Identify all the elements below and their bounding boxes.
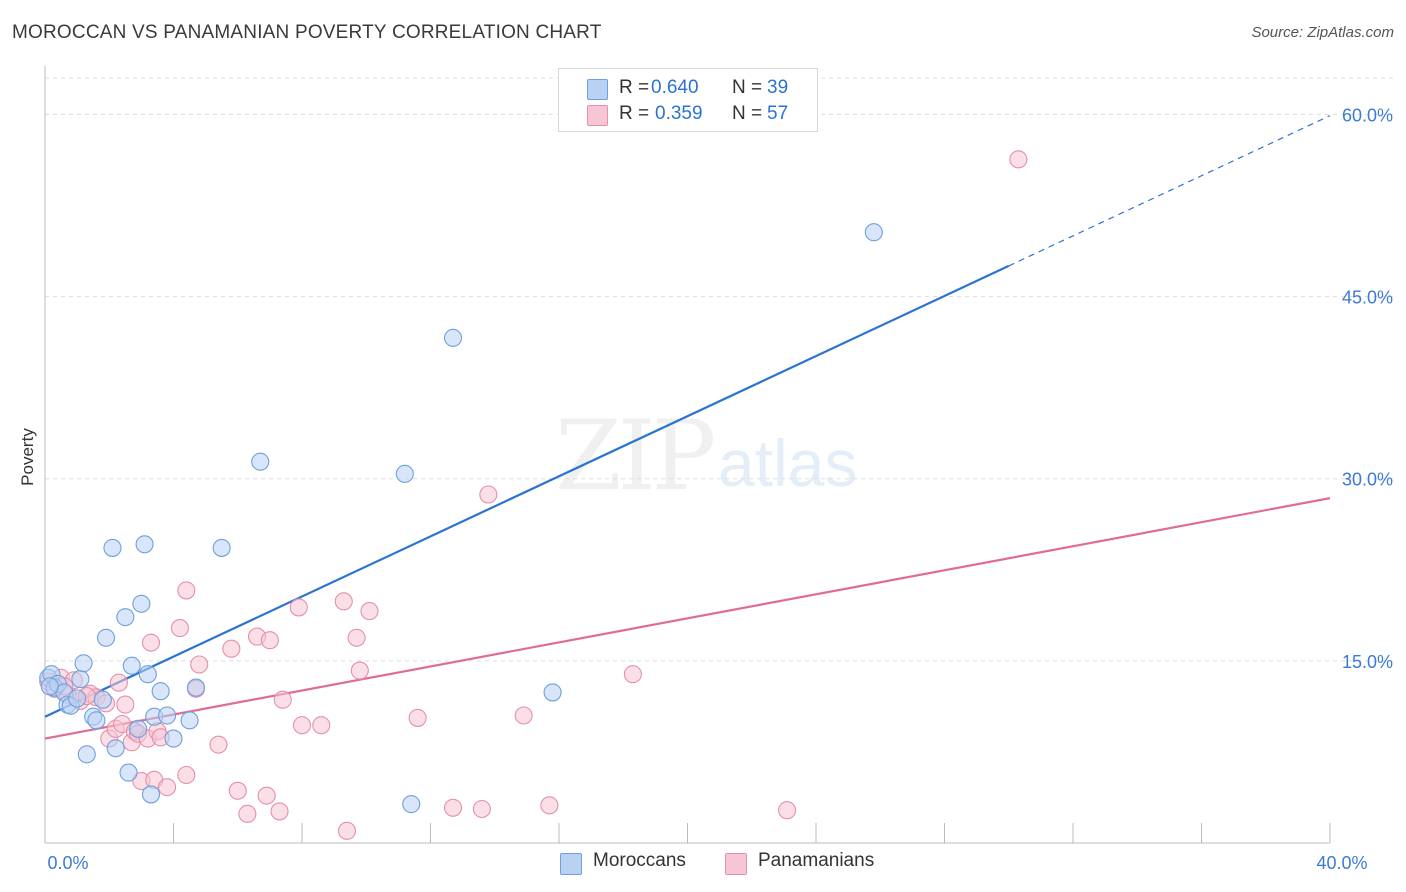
source-label: Source: ZipAtlas.com — [1251, 24, 1394, 41]
legend-r-value: 0.640 — [651, 77, 699, 98]
panamanian-point — [347, 628, 366, 647]
moroccan-point — [116, 608, 135, 627]
panamanian-point — [312, 716, 331, 735]
moroccan-point — [106, 739, 125, 758]
trend-lines — [44, 115, 1331, 740]
moroccan-point — [543, 683, 562, 702]
moroccan-point — [138, 665, 157, 684]
moroccan-point — [151, 682, 170, 701]
moroccan-point — [129, 719, 148, 738]
panamanian-point — [109, 673, 128, 692]
panamanian-point — [360, 602, 379, 621]
legend-n-label: N = — [732, 103, 763, 124]
legend-n-label: N = — [732, 77, 763, 98]
panamanian-point — [228, 781, 247, 800]
panamanians-trend-line — [44, 497, 1331, 740]
panamanian-point — [778, 801, 797, 820]
moroccan-point — [77, 745, 96, 764]
panamanian-point — [190, 655, 209, 674]
moroccan-point — [71, 670, 90, 689]
panamanian-point — [141, 633, 161, 652]
panamanian-point — [260, 631, 279, 650]
x-tick-label: 40.0% — [1316, 853, 1367, 873]
panamanian-point — [479, 485, 498, 504]
panamanian-point — [514, 706, 533, 725]
y-axis-label: Poverty — [18, 428, 37, 486]
panamanian-point — [209, 735, 228, 754]
moroccans-label: Moroccans — [593, 850, 686, 871]
moroccan-point — [93, 690, 112, 709]
panamanian-point — [472, 799, 491, 819]
legend-r-label: R = — [619, 103, 650, 124]
moroccan-point — [158, 706, 177, 725]
moroccan-point — [135, 535, 154, 554]
moroccan-point — [186, 678, 206, 697]
panamanian-point — [270, 802, 289, 821]
legend-n-value: 39 — [767, 77, 789, 98]
legend-r-value: 0.359 — [655, 103, 703, 124]
moroccan-point — [68, 689, 87, 708]
moroccan-point — [443, 328, 463, 347]
gridlines — [45, 77, 1393, 662]
watermark-zip: ZIP — [555, 400, 716, 512]
moroccan-point — [864, 223, 883, 242]
panamanian-point — [292, 716, 312, 735]
moroccan-point — [180, 711, 199, 730]
moroccan-point — [40, 677, 59, 696]
panamanians-label: Panamanians — [758, 850, 875, 871]
panamanian-point — [623, 665, 642, 684]
moroccan-point — [251, 452, 270, 471]
data-points — [39, 150, 1028, 840]
moroccan-point — [395, 464, 414, 483]
panamanian-point — [540, 796, 559, 815]
moroccan-point — [87, 711, 106, 730]
panamanian-point — [443, 798, 463, 817]
panamanians-swatch — [725, 853, 747, 875]
chart-title: MOROCCAN VS PANAMANIAN POVERTY CORRELATI… — [12, 22, 602, 43]
moroccan-point — [74, 654, 93, 673]
moroccans-swatch — [560, 853, 582, 875]
watermark-atlas: atlas — [718, 426, 858, 500]
moroccan-point — [402, 795, 421, 814]
panamanian-point — [350, 661, 369, 680]
panamanian-point — [289, 598, 308, 617]
moroccan-point — [122, 656, 141, 675]
y-tick-label: 45.0% — [1342, 288, 1393, 308]
moroccan-point — [103, 538, 122, 557]
axes — [44, 66, 1331, 844]
stats-legend: R = 0.640 N = 39 R = 0.359 N = 57 — [558, 68, 818, 132]
legend-r-label: R = — [619, 77, 650, 98]
legend-swatch-blue — [587, 79, 608, 100]
panamanian-point — [408, 708, 427, 727]
panamanian-point — [116, 695, 135, 714]
panamanian-point — [273, 690, 292, 709]
moroccan-point — [212, 538, 231, 557]
moroccans-trend-extension — [1008, 115, 1331, 267]
y-tick-label: 15.0% — [1342, 652, 1393, 672]
panamanian-point — [177, 765, 196, 785]
panamanian-point — [222, 639, 241, 658]
y-tick-label: 30.0% — [1342, 470, 1393, 490]
panamanian-point — [158, 778, 177, 797]
legend-n-value: 57 — [767, 103, 789, 124]
legend-swatch-pink — [587, 105, 608, 126]
moroccans-trend-line — [44, 264, 1010, 718]
moroccan-point — [141, 785, 161, 804]
panamanian-point — [337, 821, 357, 840]
tick-labels: 15.0% 30.0% 45.0% 60.0% 0.0% 40.0% — [47, 105, 1393, 873]
x-tick-label: 0.0% — [47, 853, 88, 873]
moroccan-point — [164, 729, 183, 748]
panamanian-point — [257, 786, 276, 805]
moroccan-point — [119, 763, 138, 782]
panamanian-point — [1009, 150, 1028, 169]
panamanian-point — [170, 619, 189, 638]
panamanian-point — [177, 581, 196, 600]
panamanian-point — [238, 804, 257, 823]
moroccan-point — [96, 628, 116, 647]
y-tick-label: 60.0% — [1342, 105, 1393, 125]
moroccan-point — [132, 594, 151, 613]
panamanian-point — [334, 592, 353, 611]
